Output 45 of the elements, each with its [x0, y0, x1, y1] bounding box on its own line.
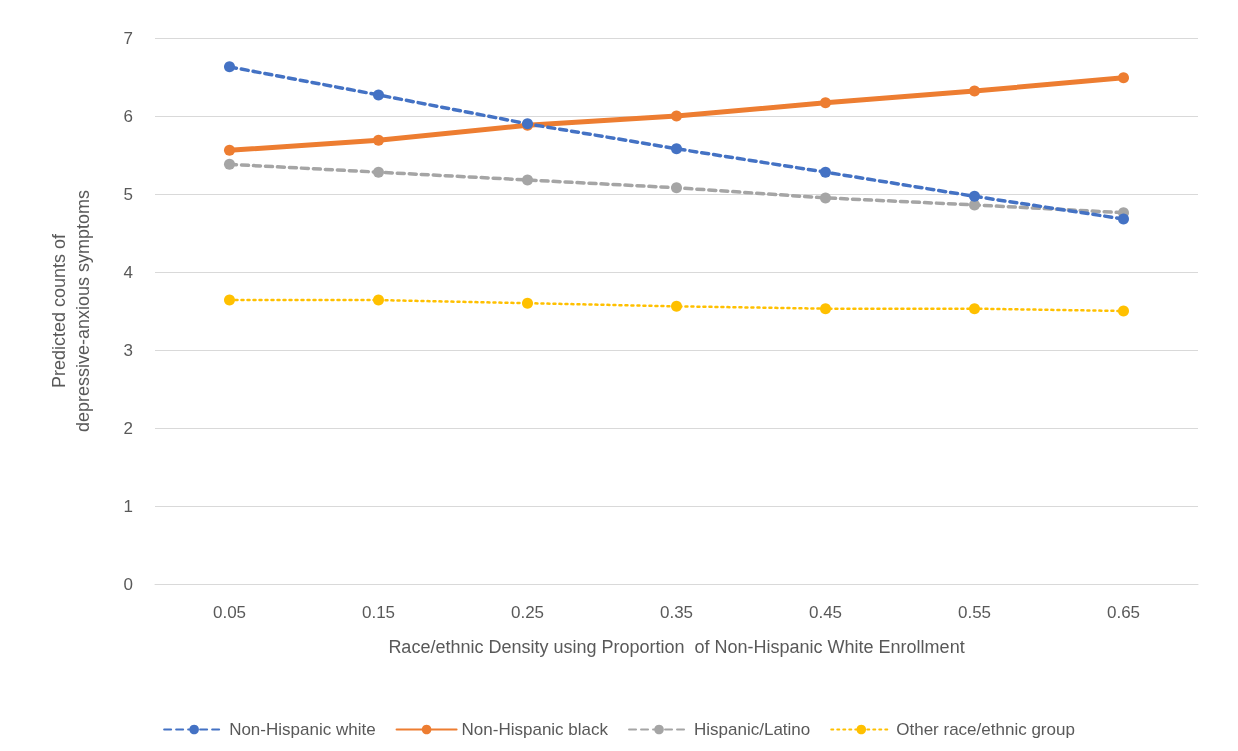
y-tick-label: 1: [123, 496, 133, 516]
y-tick-label: 4: [123, 262, 133, 282]
point: [373, 294, 384, 306]
point: [224, 144, 235, 156]
y-tick-label: 3: [123, 340, 133, 360]
y-tick-label: 7: [123, 28, 133, 48]
y-tick-label: 2: [123, 418, 133, 438]
point: [820, 192, 831, 204]
point: [671, 110, 682, 122]
legend-label: Non-Hispanic black: [461, 720, 609, 739]
point: [522, 174, 533, 186]
point: [373, 166, 384, 178]
point: [1118, 305, 1129, 317]
x-tick-label: 0.15: [361, 603, 396, 622]
point: [373, 89, 384, 101]
point: [969, 303, 980, 315]
point: [224, 158, 235, 170]
y-tick-label: 0: [123, 574, 133, 594]
point: [522, 297, 533, 309]
point: [820, 97, 831, 109]
y-tick-label: 6: [123, 106, 133, 126]
point: [820, 303, 831, 315]
point: [969, 190, 980, 202]
x-tick-label: 0.25: [510, 603, 545, 622]
point: [1118, 213, 1129, 225]
x-tick-label: 0.35: [659, 603, 694, 622]
x-axis-title: Race/ethnic Density using Proportion of Non-Hispanic White Enrollment: [388, 637, 965, 657]
legend-label: Other race/ethnic group: [896, 720, 1075, 739]
x-tick-label: 0.05: [212, 603, 247, 622]
point: [671, 143, 682, 155]
point: [1118, 72, 1129, 84]
legend-label: Non-Hispanic white: [229, 720, 376, 739]
point: [671, 182, 682, 194]
point: [969, 85, 980, 97]
point: [224, 61, 235, 73]
x-tick-label: 0.65: [1106, 603, 1141, 622]
y-tick-label: 5: [123, 184, 133, 204]
y-axis-title: Predicted counts of depressive-anxious symptoms: [49, 189, 93, 433]
x-tick-label: 0.55: [957, 603, 992, 622]
point: [820, 166, 831, 178]
x-tick-label: 0.45: [808, 603, 843, 622]
point: [224, 294, 235, 306]
point: [671, 300, 682, 312]
point: [373, 134, 384, 146]
legend-label: Hispanic/Latino: [694, 720, 811, 739]
